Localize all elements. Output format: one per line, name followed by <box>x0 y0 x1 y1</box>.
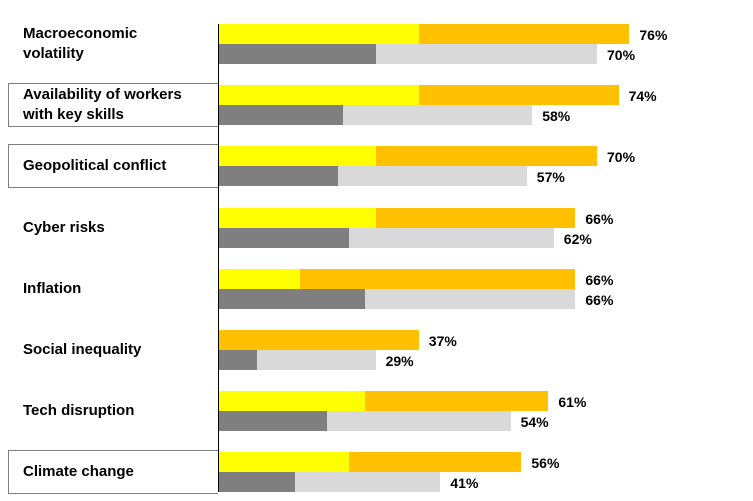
bar-inner-s1-climate-change <box>219 452 349 473</box>
value-label-s2-climate-change: 41% <box>450 475 479 492</box>
bar-inner-s1-geopolitical-conflict <box>219 146 376 167</box>
value-label-s2-availability-of-workers-with-key-skills: 58% <box>542 108 571 125</box>
bar-inner-s1-cyber-risks <box>219 207 376 228</box>
y-axis-line <box>218 24 219 492</box>
value-label-s1-geopolitical-conflict: 70% <box>607 149 636 166</box>
category-frame-availability-of-workers-with-key-skills <box>8 83 218 128</box>
category-label-macroeconomic-volatility: Macroeconomic volatility <box>23 25 138 62</box>
value-label-s2-geopolitical-conflict: 57% <box>536 169 565 186</box>
value-label-s1-social-inequality: 37% <box>428 333 457 349</box>
category-label-availability-of-workers-with-key-skills: Availability of workers with key skills <box>23 86 182 124</box>
value-label-s2-social-inequality: 29% <box>385 353 414 369</box>
value-label-s2-inflation: 66% <box>585 291 614 308</box>
bar-inner-s2-geopolitical-conflict <box>219 166 338 187</box>
category-label-climate-change: Climate change <box>23 463 134 481</box>
category-label-social-inequality: Social inequality <box>23 341 142 358</box>
bar-inner-s1-macroeconomic-volatility <box>219 24 419 44</box>
bar-inner-s2-availability-of-workers-with-key-skills <box>219 105 344 126</box>
value-label-s1-availability-of-workers-with-key-skills: 74% <box>628 88 657 105</box>
bar-total-s1-social-inequality <box>219 330 419 350</box>
bar-inner-s1-tech-disruption <box>219 391 365 412</box>
category-label-geopolitical-conflict: Geopolitical conflict <box>23 157 167 175</box>
bar-inner-s2-social-inequality <box>219 350 257 370</box>
value-label-s2-tech-disruption: 54% <box>520 414 549 431</box>
bar-inner-s2-cyber-risks <box>219 227 349 248</box>
bar-inner-s1-inflation <box>219 268 300 289</box>
bar-inner-s2-climate-change <box>219 472 295 493</box>
category-label-inflation: Inflation <box>23 279 82 297</box>
value-label-s1-inflation: 66% <box>585 271 614 288</box>
value-label-s2-cyber-risks: 62% <box>563 230 592 247</box>
value-label-s2-macroeconomic-volatility: 70% <box>607 47 636 63</box>
bar-inner-s1-availability-of-workers-with-key-skills <box>219 85 419 106</box>
value-label-s1-climate-change: 56% <box>531 455 560 472</box>
bar-inner-s2-inflation <box>219 288 365 309</box>
value-label-s1-tech-disruption: 61% <box>558 394 587 411</box>
category-frame-geopolitical-conflict <box>8 144 218 189</box>
value-label-s1-cyber-risks: 66% <box>585 210 614 227</box>
category-label-cyber-risks: Cyber risks <box>23 218 105 236</box>
bar-total-s1-inflation <box>219 268 576 289</box>
bar-inner-s2-macroeconomic-volatility <box>219 44 376 64</box>
bar-total-s2-social-inequality <box>219 350 376 370</box>
bar-inner-s2-tech-disruption <box>219 411 327 432</box>
category-frame-climate-change <box>8 450 218 495</box>
category-label-tech-disruption: Tech disruption <box>23 402 135 420</box>
value-label-s1-macroeconomic-volatility: 76% <box>639 27 668 43</box>
